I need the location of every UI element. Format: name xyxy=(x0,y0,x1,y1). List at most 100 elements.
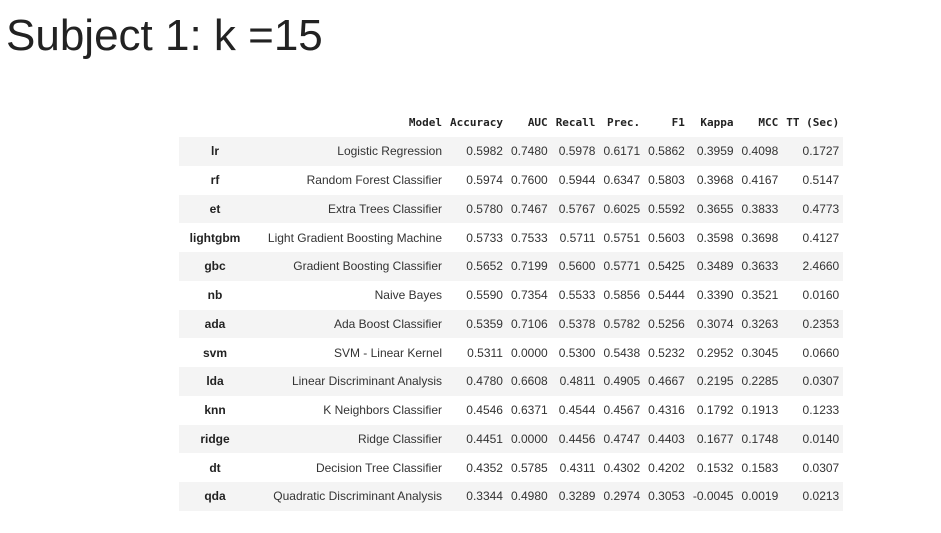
metric-cell: 0.4451 xyxy=(466,431,503,446)
metric-cell: 0.5978 xyxy=(558,144,596,159)
metric-cell: 0.5780 xyxy=(466,201,503,216)
metric-cell: 0.5600 xyxy=(558,259,596,274)
metric-cell: 0.3045 xyxy=(741,345,779,360)
metric-cell: 0.5862 xyxy=(648,144,685,159)
table-row: dt Decision Tree Classifier 0.4352 0.5785 0.… xyxy=(179,453,844,482)
row-index-cell: gbc xyxy=(204,259,226,274)
table-row: ada Ada Boost Classifier 0.5359 0.7106 0.537… xyxy=(179,309,844,339)
model-name-cell: Extra Trees Classifier xyxy=(327,201,442,216)
metric-cell: 0.2195 xyxy=(696,374,734,389)
metric-cell: 0.4544 xyxy=(558,403,596,418)
row-index-cell: ada xyxy=(204,316,226,331)
metric-cell: 0.4316 xyxy=(648,403,685,418)
metric-cell: 0.5652 xyxy=(466,259,503,274)
metric-cell: 0.4780 xyxy=(466,374,503,389)
metric-cell: 0.4202 xyxy=(648,460,685,475)
metric-cell: 0.4302 xyxy=(603,460,641,475)
metric-cell: 0.3655 xyxy=(696,201,734,216)
table-row: lightgbm Light Gradient Boosting Machine 0… xyxy=(179,223,844,252)
model-name-cell: Gradient Boosting Classifier xyxy=(293,259,442,274)
table-row: lr Logistic Regression 0.5982 0.7480 0.5978 0… xyxy=(179,137,844,166)
metric-cell: 0.4456 xyxy=(558,431,596,446)
metric-cell: 0.5856 xyxy=(603,288,641,303)
metric-cell: 0.5785 xyxy=(510,460,548,475)
table-row: gbc Gradient Boosting Classifier 0.5652 0.7… xyxy=(179,252,844,281)
metric-cell: 0.1792 xyxy=(696,403,734,418)
metric-cell: 0.5533 xyxy=(558,288,596,303)
metric-cell: 0.5974 xyxy=(466,173,503,188)
metric-cell: 0.0000 xyxy=(510,345,548,360)
metric-cell: 0.0307 xyxy=(802,460,840,475)
metric-cell: 0.5359 xyxy=(466,316,503,331)
metric-cell: 0.0660 xyxy=(802,345,840,360)
metric-cell: 0.0000 xyxy=(510,431,548,446)
metric-cell: 0.5782 xyxy=(603,316,641,331)
metric-cell: 0.7354 xyxy=(510,288,548,303)
metric-cell: 0.1677 xyxy=(696,431,734,446)
model-name-cell: Decision Tree Classifier xyxy=(315,460,442,475)
metric-cell: 2.4660 xyxy=(802,259,840,274)
metric-cell: 0.3598 xyxy=(696,230,734,245)
column-header: F1 xyxy=(671,116,685,129)
metric-cell: 0.3344 xyxy=(466,489,503,504)
metric-cell: 0.5232 xyxy=(648,345,685,360)
table-row: lda Linear Discriminant Analysis 0.4780 0.6… xyxy=(179,367,844,396)
metric-cell: 0.3833 xyxy=(741,201,779,216)
metric-cell: 0.5444 xyxy=(648,288,685,303)
metric-cell: 0.3698 xyxy=(741,230,779,245)
metric-cell: 0.1532 xyxy=(696,460,734,475)
model-name-cell: Ada Boost Classifier xyxy=(333,316,442,331)
metric-cell: 0.3074 xyxy=(696,316,734,331)
metric-cell: 0.5311 xyxy=(467,345,503,360)
model-name-cell: Logistic Regression xyxy=(337,144,442,159)
table-header-row: Model Accuracy AUC Recall Prec. F1 Kappa… xyxy=(179,108,843,137)
metric-cell: 0.7600 xyxy=(510,173,548,188)
metric-cell: 0.3521 xyxy=(741,288,779,303)
metric-cell: 0.0213 xyxy=(802,489,840,504)
metric-cell: 0.5733 xyxy=(466,230,503,245)
column-header: Recall xyxy=(555,116,596,129)
table-row: knn K Neighbors Classifier 0.4546 0.6371 0.4… xyxy=(179,395,844,425)
metric-cell: 0.4567 xyxy=(603,403,641,418)
metric-cell: 0.5771 xyxy=(603,259,641,274)
table-row: nb Naive Bayes 0.5590 0.7354 0.5533 0.5856 0.5… xyxy=(179,280,844,310)
metric-cell: 0.5590 xyxy=(466,288,503,303)
row-index-cell: qda xyxy=(204,489,226,504)
column-header: Prec. xyxy=(607,116,641,129)
metric-cell: 0.3263 xyxy=(741,316,779,331)
metric-cell: -0.0045 xyxy=(692,489,734,504)
table-body: lr Logistic Regression 0.5982 0.7480 0.5978 0… xyxy=(179,137,844,511)
column-header: Model xyxy=(408,116,442,129)
model-name-cell: Quadratic Discriminant Analysis xyxy=(273,489,442,504)
metric-cell: 0.6347 xyxy=(603,173,641,188)
row-index-cell: lda xyxy=(206,374,224,389)
metric-cell: 0.5751 xyxy=(603,230,641,245)
metric-cell: 0.4773 xyxy=(802,201,840,216)
row-index-cell: rf xyxy=(210,173,220,188)
metric-cell: 0.0019 xyxy=(741,489,779,504)
metric-cell: 0.5803 xyxy=(648,173,685,188)
metric-cell: 0.5711 xyxy=(559,230,596,245)
row-index-cell: nb xyxy=(207,288,223,303)
metric-cell: 0.4980 xyxy=(510,489,548,504)
model-name-cell: Light Gradient Boosting Machine xyxy=(267,230,442,245)
row-index-cell: lightgbm xyxy=(189,230,241,245)
metric-cell: 0.5378 xyxy=(558,316,596,331)
table-row: rf Random Forest Classifier 0.5974 0.7600 0.… xyxy=(179,165,844,195)
model-name-cell: SVM - Linear Kernel xyxy=(333,345,442,360)
column-header: Accuracy xyxy=(450,116,503,129)
metric-cell: 0.5944 xyxy=(558,173,596,188)
model-name-cell: Random Forest Classifier xyxy=(306,173,442,188)
metric-cell: 0.4905 xyxy=(603,374,641,389)
metric-cell: 0.4167 xyxy=(741,173,779,188)
page-title: Subject 1: k =15 xyxy=(6,11,323,60)
metric-cell: 0.7106 xyxy=(510,316,548,331)
metric-cell: 0.5147 xyxy=(802,173,840,188)
model-name-cell: Linear Discriminant Analysis xyxy=(291,374,442,389)
metric-cell: 0.6025 xyxy=(603,201,641,216)
model-name-cell: K Neighbors Classifier xyxy=(323,403,442,418)
table-row: et Extra Trees Classifier 0.5780 0.7467 0.57… xyxy=(179,194,844,224)
metric-cell: 0.7467 xyxy=(510,201,548,216)
row-index-cell: dt xyxy=(209,460,221,475)
metric-cell: 0.3968 xyxy=(696,173,734,188)
